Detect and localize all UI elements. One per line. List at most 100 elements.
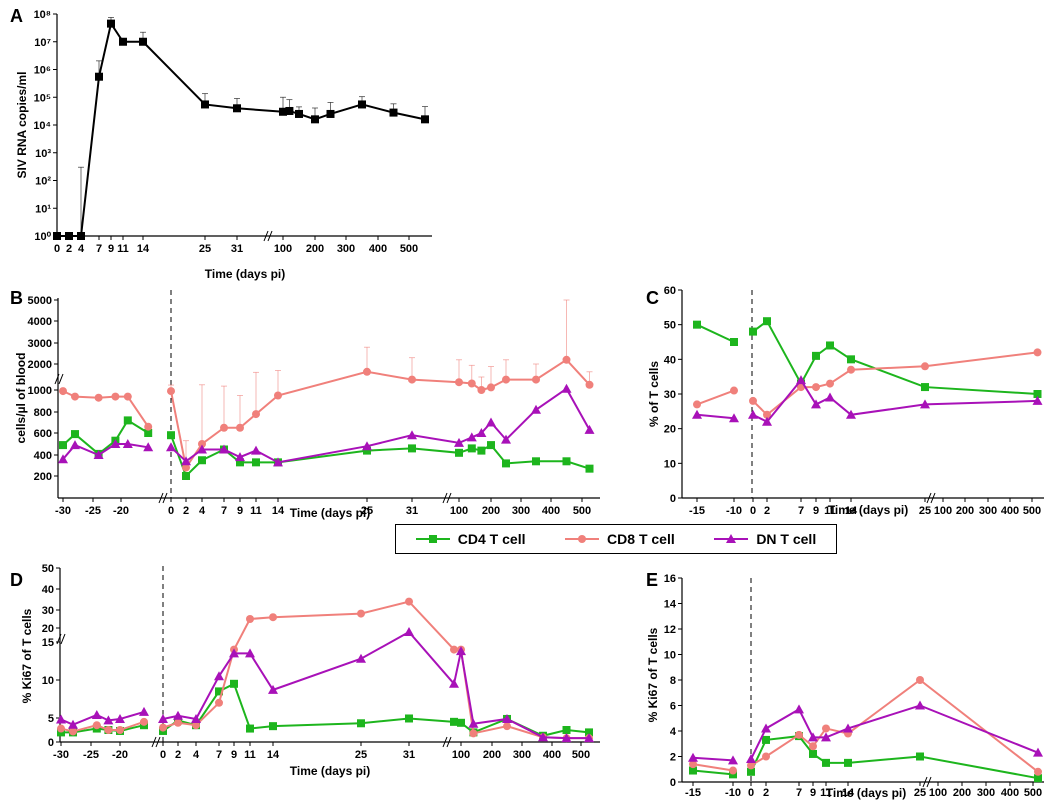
y-tick-label: 3000 <box>28 338 52 350</box>
data-point <box>761 723 771 733</box>
x-tick-label: 2 <box>183 505 189 517</box>
y-tick-label: 5 <box>48 713 54 725</box>
data-point <box>795 730 803 739</box>
data-point <box>408 375 416 384</box>
x-tick-label: -10 <box>726 505 742 517</box>
x-tick-label: 200 <box>483 749 501 761</box>
data-point <box>252 458 260 467</box>
legend-label: DN T cell <box>756 531 817 547</box>
data-point <box>693 400 701 409</box>
data-point <box>356 653 366 663</box>
data-point <box>915 700 925 710</box>
data-point <box>809 749 817 758</box>
data-point <box>503 722 511 731</box>
x-tick-label: 0 <box>54 243 60 255</box>
x-tick-label: 14 <box>272 505 285 517</box>
x-tick-label: 4 <box>193 749 200 761</box>
data-point <box>585 464 594 473</box>
x-tick-label: 9 <box>231 749 237 761</box>
data-point <box>201 100 209 109</box>
y-tick-label: 10⁷ <box>34 37 51 49</box>
x-tick-label: 14 <box>842 787 855 799</box>
x-axis-label: Time (days pi) <box>828 503 908 517</box>
data-point <box>246 724 254 733</box>
x-tick-label: 100 <box>934 505 952 517</box>
data-point <box>693 320 701 329</box>
data-point <box>233 104 241 113</box>
data-point <box>123 392 132 401</box>
data-point <box>214 671 224 681</box>
x-tick-label: 14 <box>137 243 150 255</box>
axis-break <box>446 736 452 748</box>
data-point <box>477 446 486 455</box>
y-tick-label: 30 <box>664 389 676 401</box>
x-tick-label: 7 <box>96 243 102 255</box>
data-point <box>107 19 115 28</box>
axis-break <box>922 776 928 788</box>
y-tick-label: 8 <box>670 675 676 687</box>
data-point <box>749 327 757 336</box>
x-tick-label: -30 <box>55 505 71 517</box>
x-tick-label: 7 <box>798 505 804 517</box>
data-point <box>362 441 372 451</box>
x-tick-label: -20 <box>112 749 128 761</box>
data-point <box>809 742 817 751</box>
data-point <box>95 72 103 81</box>
x-tick-label: 300 <box>977 787 995 799</box>
data-point <box>91 709 102 719</box>
data-point <box>279 107 287 116</box>
data-point <box>689 760 697 769</box>
x-axis-label: Time (days pi) <box>826 786 906 800</box>
series-line-CD8 T cell <box>692 763 734 772</box>
data-point <box>182 472 190 480</box>
series-line-siv <box>57 21 426 237</box>
data-point <box>486 417 496 427</box>
data-point <box>65 232 73 240</box>
data-point <box>1032 395 1043 405</box>
data-point <box>477 386 486 394</box>
data-point <box>357 609 365 618</box>
data-point <box>115 713 125 723</box>
data-point <box>116 726 124 734</box>
y-tick-label: 4 <box>670 726 677 738</box>
data-point <box>811 399 821 409</box>
axis-break <box>151 736 157 748</box>
data-point <box>812 351 820 360</box>
data-point <box>192 721 200 730</box>
x-tick-label: 14 <box>267 749 280 761</box>
axis-break <box>155 736 161 748</box>
x-tick-label: -25 <box>85 505 101 517</box>
legend-marker-triangle <box>714 534 749 543</box>
x-tick-label: 100 <box>452 749 470 761</box>
y-tick-label: 10³ <box>35 148 51 160</box>
data-point <box>692 409 702 419</box>
data-point <box>826 341 834 350</box>
data-point <box>407 430 417 440</box>
data-point <box>843 723 853 733</box>
data-point <box>53 232 61 240</box>
y-tick-label: 10¹ <box>35 203 51 215</box>
x-tick-label: 100 <box>929 787 947 799</box>
x-tick-label: 300 <box>512 505 530 517</box>
x-tick-label: 9 <box>108 243 114 255</box>
data-point <box>538 732 548 742</box>
x-tick-label: 11 <box>117 243 129 255</box>
data-point <box>144 422 153 431</box>
data-point <box>71 430 79 439</box>
y-tick-label: 20 <box>664 424 676 436</box>
x-tick-label: 2 <box>764 505 770 517</box>
data-point <box>794 704 804 714</box>
data-point <box>191 713 201 723</box>
data-point <box>746 754 756 764</box>
axis-break <box>162 492 168 504</box>
data-point <box>405 597 413 606</box>
data-point <box>230 679 238 688</box>
x-tick-label: 300 <box>513 749 531 761</box>
data-point <box>532 457 540 466</box>
series-line-DN T cell <box>696 413 735 420</box>
data-point <box>812 383 820 392</box>
y-tick-label: 10⁴ <box>33 120 51 132</box>
data-point <box>110 439 121 448</box>
y-axis-label: % of T cells <box>647 361 661 427</box>
